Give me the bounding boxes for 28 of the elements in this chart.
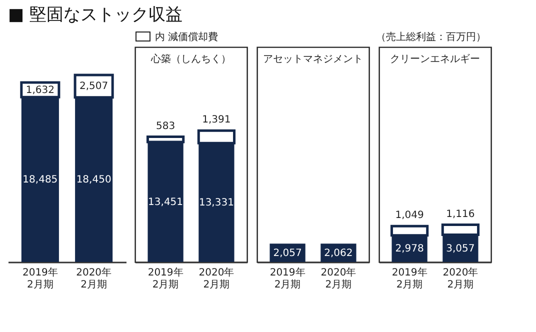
chart-title: アセットマネジメント <box>263 54 363 65</box>
data-label: 1,391 <box>202 114 231 126</box>
data-label: 583 <box>156 120 176 132</box>
x-tick-label: 2020年 2月期 <box>76 266 112 290</box>
x-tick-label: 2019年 2月期 <box>148 266 184 290</box>
data-label: 1,116 <box>446 208 475 220</box>
data-label: 1,632 <box>26 84 54 96</box>
x-tick-label: 2019年 2月期 <box>392 266 428 290</box>
data-label: 2,057 <box>273 248 302 259</box>
legend-label: 内 減価償却費 <box>155 31 218 43</box>
chart-title: 心築（しんちく） <box>150 53 231 65</box>
data-label: 1,049 <box>395 210 424 222</box>
x-tick-label: 2020年 2月期 <box>320 266 356 290</box>
data-label: 2,978 <box>395 244 424 255</box>
data-label: 2,062 <box>324 248 353 259</box>
x-tick-label: 2020年 2月期 <box>442 266 478 290</box>
data-label: 13,331 <box>198 198 234 209</box>
x-tick-label: 2020年 2月期 <box>198 266 234 290</box>
data-label: 18,485 <box>22 174 58 186</box>
x-tick-label: 2019年 2月期 <box>270 266 306 290</box>
chart-title: ■ 堅固なストック収益 <box>8 5 182 25</box>
x-tick-label: 2019年 2月期 <box>22 266 58 290</box>
text: （売上総利益：百万円） <box>376 31 486 43</box>
data-label: 13,451 <box>148 197 184 208</box>
data-label: 3,057 <box>446 243 475 254</box>
data-label: 2,507 <box>80 81 108 92</box>
data-label: 18,450 <box>76 174 112 186</box>
chart-title: クリーンエネルギー <box>390 53 480 65</box>
